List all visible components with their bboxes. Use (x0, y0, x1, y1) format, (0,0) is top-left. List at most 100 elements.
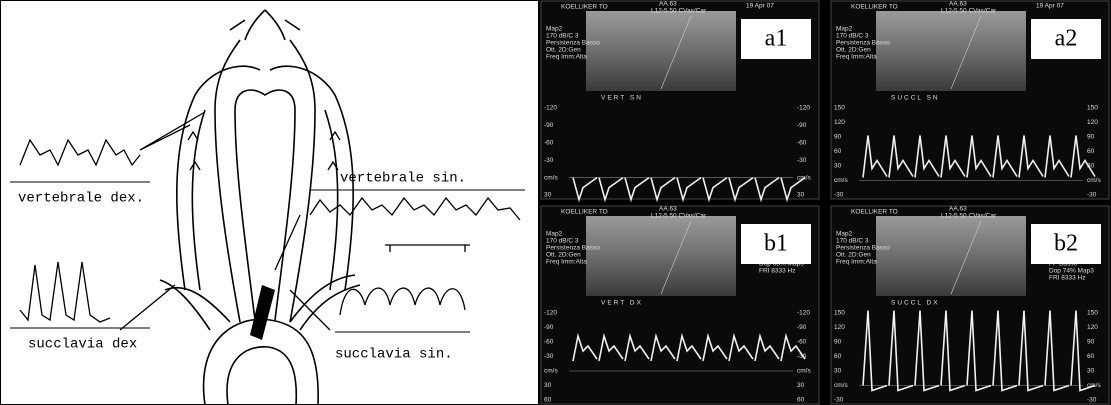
ultrasound-image (876, 11, 1026, 91)
scale-label: -120 (797, 105, 810, 112)
setting: Dop 74% Map3 (1049, 268, 1094, 275)
setting: Freq Imm:Alta (836, 259, 877, 266)
scale-label: 30 (797, 382, 805, 389)
scale-label: 60 (834, 353, 842, 360)
setting: Freq Imm:Alta (836, 54, 877, 61)
scale-label: -60 (797, 140, 807, 147)
view-label: VERT SN (601, 95, 643, 102)
scale-label: 150 (1087, 105, 1098, 112)
probe: L12-5 50 CVas/Car (941, 8, 997, 15)
setting: Freq Imm:Alta (546, 54, 587, 61)
panel-label: b2 (1054, 231, 1078, 257)
ultrasound-image (586, 216, 736, 296)
view-label: SUCCL DX (891, 300, 940, 307)
date: 19 Apr 07 (1036, 3, 1064, 10)
scale-label: cm/s (1087, 177, 1101, 184)
scale-label: -90 (797, 122, 807, 129)
setting: FRI 8333 Hz (1049, 275, 1086, 282)
scale-label: -90 (797, 324, 807, 331)
scale-label: 150 (834, 310, 845, 317)
scale-label: 120 (834, 119, 845, 126)
setting: Persistenza Basso (836, 245, 890, 252)
setting: FRI 8333 Hz (759, 268, 796, 275)
scale-label: 30 (1087, 368, 1095, 375)
patient: AA.63 (659, 206, 677, 213)
setting: 170 dB/C 3 (546, 33, 579, 40)
scale-label: -30 (834, 192, 844, 199)
ultrasound-image (586, 11, 736, 91)
view-label: VERT DX (601, 300, 643, 307)
scale-label: -30 (834, 397, 844, 404)
scale-label: 60 (834, 148, 842, 155)
setting: 170 dB/C 3 (546, 238, 579, 245)
header: KOELLIKER TO (561, 209, 608, 216)
figure: vertebrale dex. vertebrale sin. succlavi… (0, 0, 1111, 405)
scale-label: 120 (834, 324, 845, 331)
label: succlavia sin. (335, 347, 453, 363)
scale-label: cm/s (544, 368, 558, 375)
setting: Ott. 2D:Gen (836, 252, 871, 259)
scale-label: 60 (544, 397, 552, 404)
scale-label: 30 (834, 368, 842, 375)
setting: 170 dB/C 3 (836, 238, 869, 245)
label: vertebrale dex. (18, 191, 144, 207)
scale-label: -30 (1087, 192, 1097, 199)
setting: Map2 (546, 231, 563, 238)
scale-label: 30 (834, 163, 842, 170)
scale-label: -30 (544, 353, 554, 360)
setting: Map2 (836, 26, 853, 33)
scale-label: 30 (797, 192, 805, 199)
scale-label: -120 (797, 310, 810, 317)
scale-label: 90 (1087, 134, 1095, 141)
scale-label: cm/s (797, 368, 811, 375)
setting: Persistenza Basso (546, 245, 600, 252)
label: vertebrale sin. (340, 171, 466, 187)
scale-label: 150 (1087, 310, 1098, 317)
probe: L12-5 50 CVas/Car (651, 8, 707, 15)
setting: Persistenza Basso (546, 40, 600, 47)
patient: AA.63 (659, 1, 677, 8)
setting: Persistenza Basso (836, 40, 890, 47)
scale-label: 90 (834, 339, 842, 346)
panel-label: b1 (764, 231, 788, 257)
label: succlavia dex (28, 337, 137, 353)
scale-label: -120 (544, 310, 557, 317)
diagram: vertebrale dex. vertebrale sin. succlavi… (1, 1, 539, 405)
patient: AA.63 (949, 206, 967, 213)
scale-label: -60 (544, 140, 554, 147)
scale-label: -60 (797, 339, 807, 346)
scale-label: 60 (1087, 148, 1095, 155)
setting: Ott. 2D:Gen (546, 252, 581, 259)
scale-label: cm/s (834, 382, 848, 389)
scale-label: -120 (544, 105, 557, 112)
setting: Map2 (546, 26, 563, 33)
setting: 170 dB/C 3 (836, 33, 869, 40)
scale-label: 60 (797, 397, 805, 404)
scale-label: -30 (797, 157, 807, 164)
scale-label: 120 (1087, 119, 1098, 126)
scale-label: 60 (1087, 353, 1095, 360)
setting: Map2 (836, 231, 853, 238)
scale-label: cm/s (544, 174, 558, 181)
scale-label: -30 (1087, 397, 1097, 404)
probe: L12-5 50 CVas/Car (941, 213, 997, 220)
scale-label: 150 (834, 105, 845, 112)
scale-label: 30 (544, 192, 552, 199)
scale-label: 30 (544, 382, 552, 389)
scale-label: 90 (1087, 339, 1095, 346)
setting: Ott. 2D:Gen (546, 47, 581, 54)
setting: Freq Imm:Alta (546, 259, 587, 266)
setting: Ott. 2D:Gen (836, 47, 871, 54)
view-label: SUCCL SN (891, 95, 940, 102)
patient: AA.63 (949, 1, 967, 8)
probe: L12-5 50 CVas/Car (651, 213, 707, 220)
header: KOELLIKER TO (561, 4, 608, 11)
scale-label: -30 (544, 157, 554, 164)
header: KOELLIKER TO (851, 209, 898, 216)
ultrasound-image (876, 216, 1026, 296)
header: KOELLIKER TO (851, 4, 898, 11)
panel-label: a1 (765, 26, 788, 52)
panel-label: a2 (1055, 26, 1078, 52)
scale-label: cm/s (834, 177, 848, 184)
scale-label: -90 (544, 324, 554, 331)
